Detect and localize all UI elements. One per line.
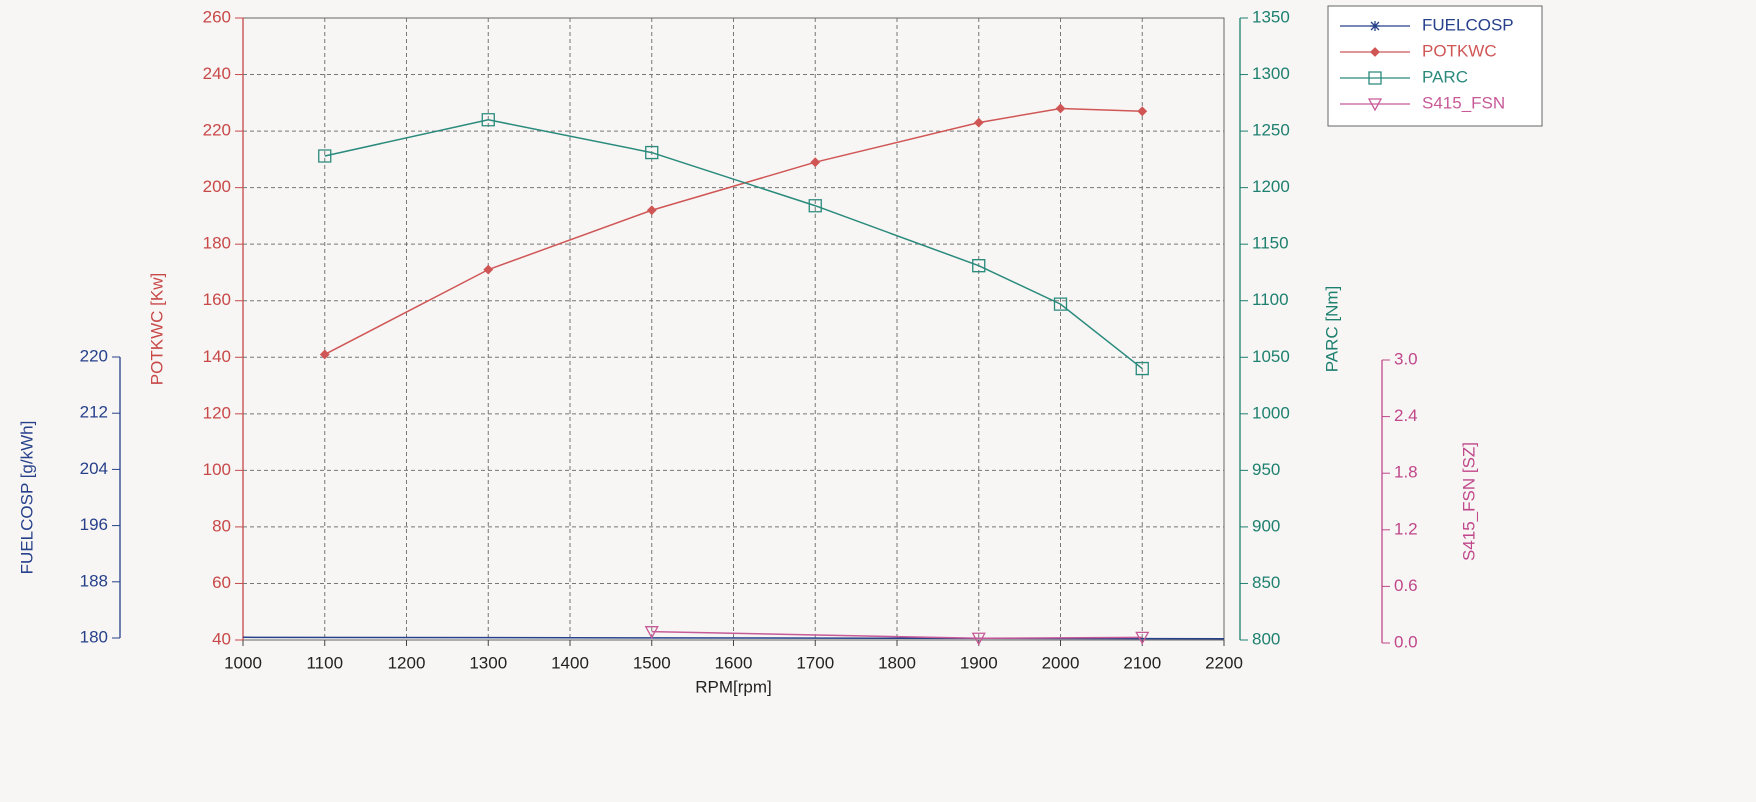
x-tick-label: 1600 — [715, 653, 753, 672]
x-tick-label: 1300 — [469, 653, 507, 672]
y-tick-label: 1050 — [1252, 347, 1290, 366]
legend-label: PARC — [1422, 67, 1468, 86]
y-tick-label: 260 — [203, 7, 231, 26]
x-tick-label: 1000 — [224, 653, 262, 672]
y-tick-label: 200 — [203, 177, 231, 196]
y-tick-label: 160 — [203, 290, 231, 309]
y-tick-label: 2.4 — [1394, 406, 1418, 425]
y-tick-label: 40 — [212, 629, 231, 648]
y-axis-label: POTKWC [Kw] — [147, 273, 166, 385]
y-tick-label: 0.0 — [1394, 632, 1418, 651]
y-tick-label: 220 — [203, 121, 231, 140]
series-line — [651, 630, 1143, 640]
marker — [1370, 47, 1380, 57]
x-tick-label: 1700 — [796, 653, 834, 672]
y-tick-label: 180 — [80, 627, 108, 646]
x-tick-label: 1500 — [633, 653, 671, 672]
y-tick-label: 188 — [80, 571, 108, 590]
marker — [318, 149, 332, 163]
marker — [1053, 297, 1068, 311]
legend-label: S415_FSN — [1422, 93, 1505, 112]
marker — [1368, 71, 1382, 85]
marker — [319, 349, 330, 360]
y-tick-label: 100 — [203, 460, 231, 479]
marker — [1055, 103, 1066, 114]
marker — [1135, 631, 1150, 645]
y-tick-label: 1200 — [1252, 177, 1290, 196]
y-tick-label: 1100 — [1252, 290, 1289, 309]
y-tick-label: 1150 — [1252, 234, 1289, 253]
y-tick-label: 950 — [1252, 460, 1280, 479]
x-axis-label: RPM[rpm] — [695, 677, 772, 696]
marker — [973, 117, 984, 128]
marker — [810, 157, 821, 168]
y-tick-label: 204 — [80, 459, 108, 478]
legend-label: POTKWC — [1422, 41, 1497, 60]
marker — [1367, 98, 1383, 112]
marker — [1135, 361, 1149, 376]
x-tick-label: 1100 — [306, 653, 343, 672]
x-tick-label: 2000 — [1042, 653, 1080, 672]
marker — [644, 626, 659, 640]
y-tick-label: 240 — [203, 64, 231, 83]
y-tick-label: 1.2 — [1394, 519, 1418, 538]
y-tick-label: 120 — [203, 403, 231, 422]
y-tick-label: 60 — [212, 573, 231, 592]
y-tick-label: 80 — [212, 516, 231, 535]
x-tick-label: 1200 — [388, 653, 426, 672]
series-line — [324, 119, 1143, 370]
marker — [808, 199, 822, 213]
y-tick-label: 900 — [1252, 516, 1280, 535]
y-tick-label: 196 — [80, 515, 108, 534]
y-tick-label: 850 — [1252, 573, 1280, 592]
marker — [1370, 21, 1380, 31]
x-tick-label: 2100 — [1123, 653, 1161, 672]
marker — [481, 113, 495, 127]
y-tick-label: 140 — [203, 347, 231, 366]
y-tick-label: 212 — [80, 403, 108, 422]
y-axis-label: FUELCOSP [g/kWh] — [17, 421, 36, 575]
x-tick-label: 2200 — [1205, 653, 1243, 672]
y-tick-label: 180 — [203, 234, 231, 253]
y-tick-label: 1.8 — [1394, 463, 1418, 482]
x-tick-label: 1800 — [878, 653, 916, 672]
marker — [483, 264, 494, 275]
legend-label: FUELCOSP — [1422, 15, 1514, 34]
marker — [646, 205, 657, 216]
x-tick-label: 1900 — [960, 653, 998, 672]
y-tick-label: 0.6 — [1394, 576, 1418, 595]
y-tick-label: 1300 — [1252, 64, 1290, 83]
x-tick-label: 1400 — [551, 653, 589, 672]
y-tick-label: 1250 — [1252, 121, 1290, 140]
y-axis-label: S415_FSN [SZ] — [1459, 442, 1478, 561]
y-axis-label: PARC [Nm] — [1322, 286, 1341, 373]
marker — [645, 145, 659, 160]
y-tick-label: 1350 — [1252, 7, 1290, 26]
y-tick-label: 1000 — [1252, 403, 1290, 422]
y-tick-label: 800 — [1252, 629, 1280, 648]
y-tick-label: 3.0 — [1394, 349, 1418, 368]
marker — [971, 632, 986, 646]
marker — [972, 259, 986, 273]
marker — [1137, 106, 1148, 117]
y-tick-label: 220 — [80, 346, 108, 365]
